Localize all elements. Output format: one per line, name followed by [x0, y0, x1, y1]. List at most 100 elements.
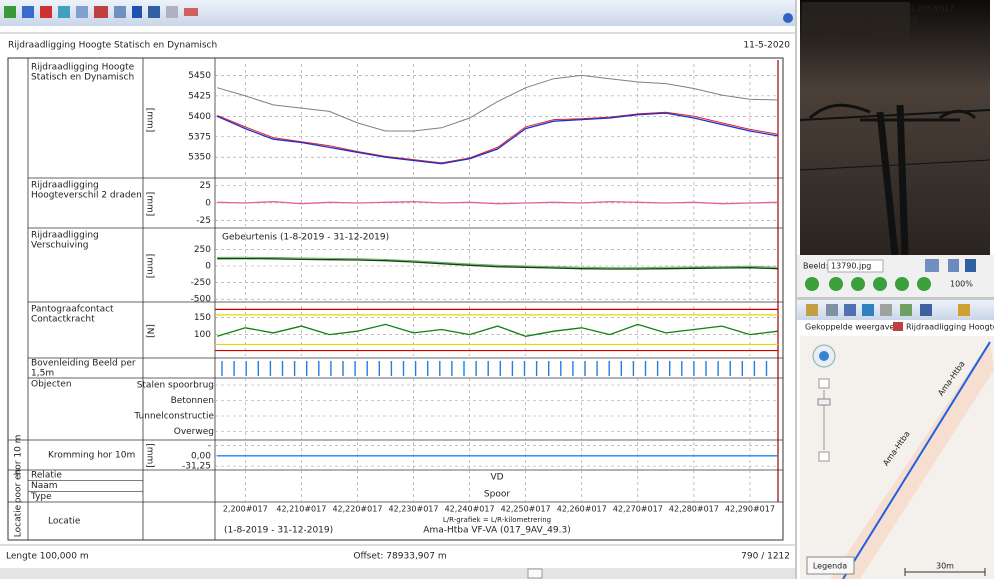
y-tick-label: 100: [194, 330, 211, 340]
field-label: Naam: [31, 481, 58, 491]
x-tick-label: 42,290#017: [725, 505, 775, 514]
icon[interactable]: [184, 8, 198, 16]
row-label: Locatie: [48, 517, 81, 527]
scrollbar[interactable]: [0, 568, 795, 579]
overlay-line: Datum: 11-9-2019 11:28:29: [805, 17, 917, 26]
icon[interactable]: [58, 6, 70, 18]
zoom-thumb[interactable]: [818, 399, 830, 405]
icon[interactable]: [958, 304, 970, 316]
y-tick-label: 150: [194, 313, 211, 323]
icon[interactable]: [132, 6, 142, 18]
y-tick-label: -500: [191, 295, 212, 305]
unit: [mm]: [145, 108, 155, 133]
stop-button[interactable]: [895, 277, 909, 291]
icon[interactable]: [880, 304, 892, 316]
row-label: Rijdraadligging Hoogte: [31, 63, 135, 73]
y-tick-label: 0: [205, 262, 211, 272]
first-button[interactable]: [805, 277, 819, 291]
x-tick-label: 42,220#017: [332, 505, 382, 514]
icon[interactable]: [166, 6, 178, 18]
icon[interactable]: [862, 304, 874, 316]
y-tick-label: 5400: [188, 112, 211, 122]
field-label: Relatie: [31, 471, 62, 481]
icon[interactable]: [900, 304, 912, 316]
row-label: Hoogteverschil 2 draden: [31, 191, 142, 201]
y-tick-label: -25: [196, 216, 211, 226]
icon[interactable]: [844, 304, 856, 316]
x-tick-label: 42,260#017: [557, 505, 607, 514]
icon[interactable]: [148, 6, 160, 18]
side-label: poor en: [14, 469, 24, 504]
row-label: Contactkracht: [31, 315, 95, 325]
relatie-value: VD: [490, 473, 503, 483]
annotation: Gebeurtenis (1-8-2019 - 31-12-2019): [222, 233, 389, 243]
y-tick-label: 0: [205, 198, 211, 208]
row-label: Rijdraadligging: [31, 181, 99, 191]
page-title: Rijdraadligging Hoogte Statisch en Dynam…: [8, 41, 217, 51]
overlay-line: Positie: Ama-Htba VF-VA 42.205#017: [805, 5, 955, 14]
row-label: 1,5m: [31, 369, 54, 379]
x-tick-label: 42,230#017: [389, 505, 439, 514]
prev-button[interactable]: [829, 277, 843, 291]
icon[interactable]: [826, 304, 838, 316]
x-tick-label: 42,250#017: [501, 505, 551, 514]
image-label: Beeld:: [803, 262, 828, 271]
image-file: 13790.jpg: [831, 262, 871, 271]
icon[interactable]: [925, 259, 939, 272]
row-label: Rijdraadligging: [31, 231, 99, 241]
object-label: Betonnen: [171, 396, 214, 406]
y-tick-label: 5450: [188, 71, 211, 81]
route: Ama-Htba VF-VA (017_9AV_49.3): [423, 526, 570, 536]
icon[interactable]: [4, 6, 16, 18]
linked-label: Gekoppelde weergave:: [805, 323, 897, 332]
row-label: Verschuiving: [31, 241, 89, 251]
icon[interactable]: [806, 304, 818, 316]
field-label: Type: [30, 492, 52, 502]
object-label: Stalen spoorbrug: [137, 381, 214, 391]
x-tick-label: 2,200#017: [223, 505, 268, 514]
help-icon[interactable]: [783, 13, 793, 23]
unit: [mm]: [145, 192, 155, 217]
back-button[interactable]: [851, 277, 865, 291]
note: L/R-grafiek = L/R-kilometrering: [443, 516, 551, 524]
y-tick-label: 5375: [188, 132, 211, 142]
icon[interactable]: [40, 6, 52, 18]
pan-center[interactable]: [819, 351, 829, 361]
legend-text: Legenda: [813, 562, 847, 571]
icon[interactable]: [948, 259, 959, 272]
y-tick-label: -: [208, 441, 211, 451]
icon[interactable]: [114, 6, 126, 18]
zoom: 100%: [950, 280, 973, 289]
icon[interactable]: [76, 6, 88, 18]
unit: [mm]: [145, 443, 155, 468]
settings-button[interactable]: [917, 277, 931, 291]
y-tick-label: 25: [200, 181, 211, 191]
icon[interactable]: [94, 6, 108, 18]
x-tick-label: 42,280#017: [669, 505, 719, 514]
y-tick-label: -31,25: [182, 462, 211, 472]
side-label: Locatie: [14, 504, 24, 537]
count: 790 / 1212: [741, 552, 790, 562]
zoom-out[interactable]: [819, 452, 829, 461]
row-label: Statisch en Dynamisch: [31, 73, 134, 83]
y-tick-label: 5350: [188, 153, 211, 163]
zoom-in[interactable]: [819, 379, 829, 388]
icon: [893, 322, 903, 331]
icon[interactable]: [22, 6, 34, 18]
play-button[interactable]: [873, 277, 887, 291]
y-tick-label: 5425: [188, 91, 211, 101]
row-label: Pantograafcontact: [31, 305, 114, 315]
unit: [mm]: [145, 254, 155, 279]
icon[interactable]: [920, 304, 932, 316]
linked-view: Rijdraadligging Hoogte S: [906, 323, 994, 332]
unit: [N]: [145, 324, 155, 338]
y-tick-label: 0,00: [191, 451, 211, 461]
period: (1-8-2019 - 31-12-2019): [224, 526, 333, 536]
splitter: [797, 297, 994, 300]
icon[interactable]: [965, 259, 976, 272]
scale-label: 30m: [936, 562, 954, 571]
type-value: Spoor: [484, 490, 510, 500]
x-tick-label: 42,240#017: [445, 505, 495, 514]
scroll-thumb[interactable]: [528, 569, 542, 578]
x-tick-label: 42,210#017: [276, 505, 326, 514]
